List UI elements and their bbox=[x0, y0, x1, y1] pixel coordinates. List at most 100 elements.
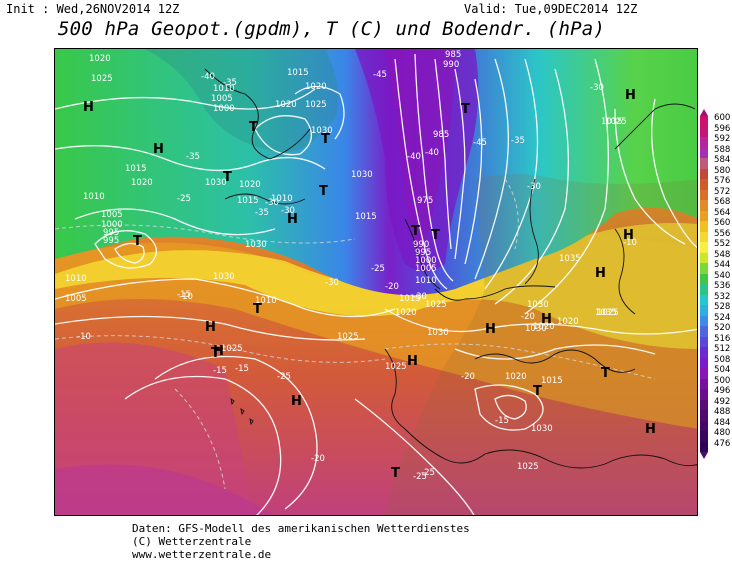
scale-swatch bbox=[700, 200, 708, 211]
scale-swatch bbox=[700, 294, 708, 305]
scale-swatch bbox=[700, 147, 708, 158]
scale-label: 496 bbox=[714, 386, 731, 396]
scale-swatch bbox=[700, 168, 708, 179]
scale-label: 492 bbox=[714, 396, 731, 407]
scale-label: 508 bbox=[714, 354, 731, 365]
scale-swatch bbox=[700, 420, 708, 431]
weather-map[interactable]: 1020 1025 1010 1005 1000 1015 1020 1025 1030 1020… bbox=[54, 48, 698, 516]
scale-swatch bbox=[700, 399, 708, 410]
isobar-label: 1030 bbox=[531, 424, 553, 434]
isobar-label: 1020 bbox=[505, 372, 527, 382]
scale-label: 476 bbox=[714, 438, 731, 449]
scale-label: 548 bbox=[714, 249, 731, 260]
low-pressure-marker: T bbox=[411, 224, 420, 239]
scale-swatch bbox=[700, 158, 708, 169]
isobar-label: 1020 bbox=[533, 322, 555, 332]
high-pressure-marker: H bbox=[83, 100, 94, 115]
isobar-label: 1025 bbox=[425, 300, 447, 310]
isobar-label: 1015 bbox=[355, 212, 377, 222]
scale-label: 568 bbox=[714, 197, 731, 207]
map-title: 500 hPa Geopot.(gpdm), T (C) und Bodendr… bbox=[58, 18, 606, 40]
temperature-label: -35 bbox=[511, 136, 525, 146]
color-scale-legend: 600 596 592 588 584 580 576 572 568 564 560 556 552 5… bbox=[700, 109, 730, 459]
scale-label: 600 bbox=[714, 113, 731, 123]
low-pressure-marker: T bbox=[249, 120, 258, 135]
isobar-label: 1010 bbox=[255, 296, 277, 306]
temperature-label: -35 bbox=[186, 152, 200, 162]
isobar-label: 1010 bbox=[415, 276, 437, 286]
low-pressure-marker: T bbox=[533, 384, 542, 399]
high-pressure-marker: H bbox=[153, 142, 164, 157]
scale-label: 576 bbox=[714, 176, 731, 186]
data-credits: Daten: GFS-Modell des amerikanischen Wet… bbox=[132, 522, 470, 561]
temperature-label: -45 bbox=[473, 138, 487, 148]
scale-label: 484 bbox=[714, 417, 731, 428]
high-pressure-marker: H bbox=[213, 344, 224, 359]
isobar-label: 1005 bbox=[211, 94, 233, 104]
high-pressure-marker: H bbox=[205, 320, 216, 335]
isobar-label: 975 bbox=[417, 196, 433, 206]
isobar-label: 1010 bbox=[213, 84, 235, 94]
temperature-label: -30 bbox=[413, 292, 427, 302]
temperature-label: -10 bbox=[77, 332, 91, 342]
scale-swatch bbox=[700, 315, 708, 326]
high-pressure-marker: H bbox=[407, 354, 418, 369]
scale-swatch bbox=[700, 431, 708, 442]
scale-swatch bbox=[700, 284, 708, 295]
isobar-label: 995 bbox=[103, 236, 119, 246]
temperature-label: -35 bbox=[223, 78, 237, 88]
scale-label: 516 bbox=[714, 333, 731, 344]
isobar-label: 1020 bbox=[305, 82, 327, 92]
scale-label: 524 bbox=[714, 312, 731, 323]
scale-label: 540 bbox=[714, 270, 731, 281]
temperature-label: -15 bbox=[495, 416, 509, 426]
scale-swatch bbox=[700, 347, 708, 358]
high-pressure-marker: H bbox=[291, 394, 302, 409]
low-pressure-marker: T bbox=[391, 466, 400, 481]
scale-label: 584 bbox=[714, 155, 731, 165]
isobar-label: 1020 bbox=[275, 100, 297, 110]
low-pressure-marker: T bbox=[211, 346, 220, 361]
credit-line-source: Daten: GFS-Modell des amerikanischen Wet… bbox=[132, 522, 470, 535]
scale-label: 556 bbox=[714, 228, 731, 239]
scale-swatch bbox=[700, 231, 708, 242]
low-pressure-marker: T bbox=[601, 366, 610, 381]
isobar-label: 1015 bbox=[541, 376, 563, 386]
isobar-label: 1000 bbox=[101, 220, 123, 230]
isobar-label: 1010 bbox=[271, 194, 293, 204]
isobar-label: 1025 bbox=[517, 462, 539, 472]
scale-swatch bbox=[700, 189, 708, 200]
isobar-label: 990 bbox=[443, 60, 459, 70]
scale-label: 512 bbox=[714, 344, 731, 354]
low-pressure-marker: T bbox=[431, 228, 440, 243]
scale-swatch bbox=[700, 368, 708, 379]
temperature-label: -35 bbox=[255, 208, 269, 218]
isobar-label: 985 bbox=[433, 130, 449, 140]
temperature-label: -20 bbox=[385, 282, 399, 292]
isobar-label: 995 bbox=[103, 228, 119, 238]
isobar-label: 1025 bbox=[221, 344, 243, 354]
temperature-label: -30 bbox=[527, 182, 541, 192]
temperature-label: -15 bbox=[235, 364, 249, 374]
isobar-label: 1020 bbox=[131, 178, 153, 188]
color-scale-bar bbox=[700, 116, 708, 452]
scale-swatch bbox=[700, 137, 708, 148]
scale-swatch bbox=[700, 242, 708, 253]
credit-line-website[interactable]: www.wetterzentrale.de bbox=[132, 548, 272, 561]
isobar-label: 1000 bbox=[213, 104, 235, 114]
scale-swatch bbox=[700, 357, 708, 368]
isobar-label: 1030 bbox=[527, 300, 549, 310]
scale-label: 504 bbox=[714, 365, 731, 375]
isobar-label: 1025 bbox=[605, 117, 627, 127]
scale-label: 580 bbox=[714, 165, 731, 176]
isobar-label: 1030 bbox=[205, 178, 227, 188]
temperature-label: -10 bbox=[179, 292, 193, 302]
scale-swatch bbox=[700, 221, 708, 232]
temperature-label: -45 bbox=[373, 70, 387, 80]
scale-swatch bbox=[700, 326, 708, 337]
isobar-label: 1000 bbox=[415, 256, 437, 266]
valid-time: Valid: Tue,09DEC2014 12Z bbox=[464, 2, 638, 16]
scale-label: 544 bbox=[714, 260, 731, 270]
temperature-label: -20 bbox=[461, 372, 475, 382]
temperature-label: -10 bbox=[623, 238, 637, 248]
